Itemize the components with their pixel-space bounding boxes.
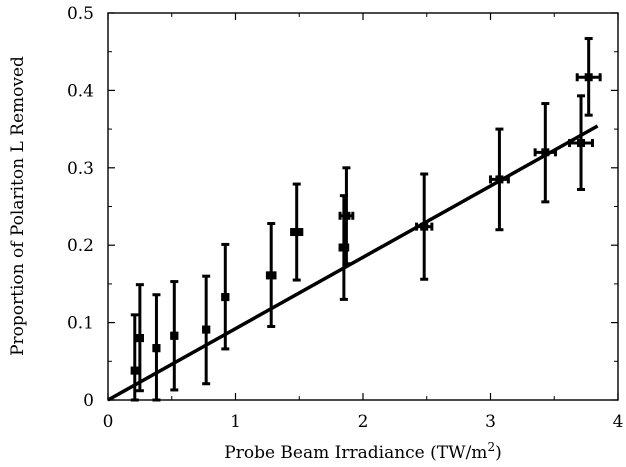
plot-frame <box>107 12 619 401</box>
x-tick-label: 0 <box>103 412 114 432</box>
y-tick-label: 0.4 <box>67 81 94 101</box>
data-point <box>420 222 429 231</box>
axis-ticks <box>107 12 619 401</box>
y-tick-label: 0.1 <box>67 314 94 334</box>
data-point <box>577 139 586 148</box>
fit-line <box>107 124 599 402</box>
data-point <box>292 228 301 237</box>
data-point <box>495 175 504 184</box>
data-point <box>541 148 550 157</box>
data-point <box>221 293 230 302</box>
y-tick-label: 0.2 <box>67 236 94 256</box>
y-tick-label: 0 <box>83 391 94 411</box>
data-point <box>339 243 348 252</box>
x-axis-label-end: ) <box>495 443 502 463</box>
data-point <box>267 271 276 280</box>
data-point <box>584 73 593 82</box>
x-tick-label: 4 <box>613 412 624 432</box>
data-point <box>135 334 144 343</box>
data-markers <box>130 73 593 375</box>
y-axis-label: Proportion of Polariton L Removed <box>8 56 28 356</box>
data-point <box>170 331 179 340</box>
x-tick-labels: 0 1 2 3 4 <box>103 412 624 432</box>
x-axis-label: Probe Beam Irradiance (TW/m2) <box>224 440 501 463</box>
x-axis-label-main: Probe Beam Irradiance (TW/m <box>224 443 487 463</box>
y-tick-label: 0.5 <box>67 4 94 24</box>
y-tick-labels: 0 0.1 0.2 0.3 0.4 0.5 <box>67 4 94 411</box>
data-point <box>342 211 351 220</box>
x-tick-label: 2 <box>358 412 369 432</box>
error-bars <box>130 37 602 402</box>
data-point <box>202 325 211 334</box>
x-tick-label: 3 <box>485 412 496 432</box>
data-point <box>152 344 161 353</box>
x-axis-label-sup: 2 <box>487 440 495 454</box>
data-point <box>130 366 139 375</box>
y-tick-label: 0.3 <box>67 159 94 179</box>
x-tick-label: 1 <box>230 412 241 432</box>
